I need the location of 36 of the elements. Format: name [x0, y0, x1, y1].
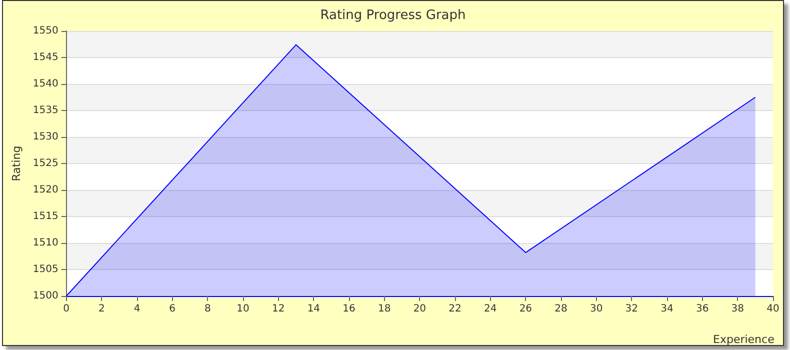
chart-title: Rating Progress Graph — [320, 8, 466, 23]
x-tick-label: 8 — [204, 304, 211, 314]
y-tick-label: 1540 — [32, 78, 58, 90]
x-tick-label: 2 — [98, 304, 105, 314]
x-tick-label: 30 — [590, 304, 603, 314]
x-tick-label: 18 — [378, 304, 391, 314]
x-tick-label: 38 — [731, 304, 744, 314]
x-tick-label: 12 — [272, 304, 285, 314]
y-tick-label: 1525 — [32, 158, 58, 169]
x-tick-label: 28 — [554, 304, 568, 314]
x-tick-label: 34 — [660, 304, 674, 314]
y-tick-label: 1500 — [32, 290, 58, 302]
y-tick-label: 1510 — [32, 238, 58, 248]
x-tick-label: 22 — [448, 304, 462, 314]
x-tick-label: 40 — [766, 304, 780, 314]
y-tick-label: 1530 — [32, 132, 58, 142]
x-tick-label: 4 — [134, 304, 140, 314]
y-tick-label: 1545 — [32, 52, 58, 63]
x-tick-label: 0 — [63, 304, 70, 314]
x-tick-label: 10 — [236, 304, 250, 314]
x-tick-label: 32 — [625, 304, 638, 314]
x-axis-title: Experience — [713, 333, 775, 346]
x-tick-label: 36 — [696, 304, 709, 314]
chart-frame: Rating Experience 1500 1505 1510 1515 1520 1525 1530 1535 1540 1545 1550 0 2 4 6 8 10 12 14 16 18 20 22 24 26 28 30 32 34 36 38 40 Rating Progress Graph — [2, 0, 784, 346]
x-tick-label: 20 — [413, 304, 426, 314]
x-tick-label: 24 — [484, 304, 497, 314]
x-tick-label: 14 — [307, 304, 320, 314]
y-tick-label: 1515 — [32, 211, 58, 222]
y-tick-label: 1535 — [32, 105, 58, 116]
y-tick-label: 1505 — [32, 264, 58, 275]
y-tick-label: 1550 — [32, 26, 58, 36]
x-tick-label: 26 — [519, 304, 532, 314]
y-axis-title: Rating — [10, 146, 23, 182]
x-tick-label: 6 — [169, 304, 176, 314]
y-tick-label: 1520 — [32, 184, 58, 196]
x-tick-label: 16 — [342, 304, 356, 314]
